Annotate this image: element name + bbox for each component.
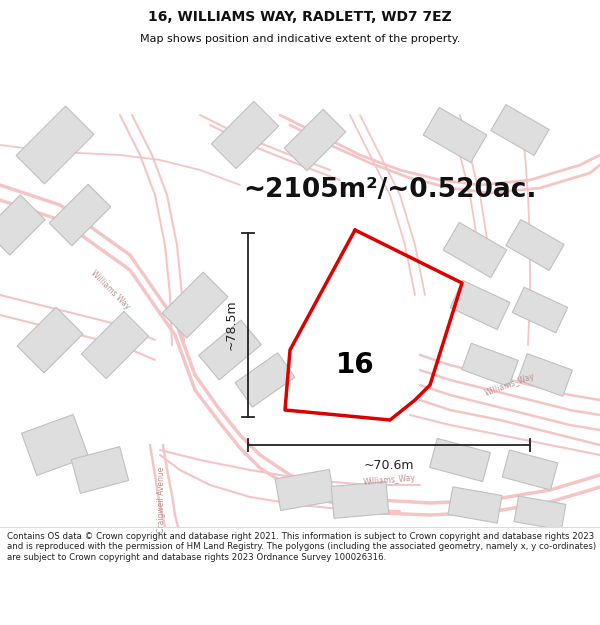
- Polygon shape: [448, 487, 502, 523]
- Text: Map shows position and indicative extent of the property.: Map shows position and indicative extent…: [140, 34, 460, 44]
- Polygon shape: [491, 104, 549, 156]
- Polygon shape: [71, 447, 128, 493]
- Text: ~78.5m: ~78.5m: [225, 299, 238, 350]
- Text: Williams_Way: Williams_Way: [484, 372, 536, 398]
- Polygon shape: [502, 450, 558, 490]
- Text: ~70.6m: ~70.6m: [364, 459, 414, 472]
- Polygon shape: [49, 184, 111, 246]
- Text: 16: 16: [335, 351, 374, 379]
- Polygon shape: [82, 311, 149, 379]
- Polygon shape: [199, 320, 262, 380]
- Polygon shape: [275, 469, 335, 511]
- Polygon shape: [518, 354, 572, 396]
- Polygon shape: [423, 107, 487, 162]
- Text: Craigweil Avenue: Craigweil Avenue: [157, 467, 167, 533]
- Polygon shape: [235, 352, 295, 408]
- Polygon shape: [211, 101, 278, 169]
- Text: Contains OS data © Crown copyright and database right 2021. This information is : Contains OS data © Crown copyright and d…: [7, 532, 596, 562]
- Polygon shape: [162, 272, 228, 338]
- Polygon shape: [450, 281, 510, 329]
- Polygon shape: [506, 219, 564, 271]
- Polygon shape: [17, 307, 83, 373]
- Polygon shape: [514, 496, 566, 530]
- Polygon shape: [22, 414, 89, 476]
- Polygon shape: [430, 438, 490, 482]
- Polygon shape: [0, 195, 45, 255]
- Text: 16, WILLIAMS WAY, RADLETT, WD7 7EZ: 16, WILLIAMS WAY, RADLETT, WD7 7EZ: [148, 10, 452, 24]
- Polygon shape: [462, 343, 518, 387]
- Text: Williams Way: Williams Way: [89, 269, 131, 311]
- Polygon shape: [284, 109, 346, 171]
- Text: Williams_Way: Williams_Way: [364, 473, 416, 487]
- Polygon shape: [16, 106, 94, 184]
- Text: ~2105m²/~0.520ac.: ~2105m²/~0.520ac.: [243, 177, 537, 203]
- Polygon shape: [512, 287, 568, 333]
- Polygon shape: [443, 222, 507, 278]
- Polygon shape: [331, 482, 389, 518]
